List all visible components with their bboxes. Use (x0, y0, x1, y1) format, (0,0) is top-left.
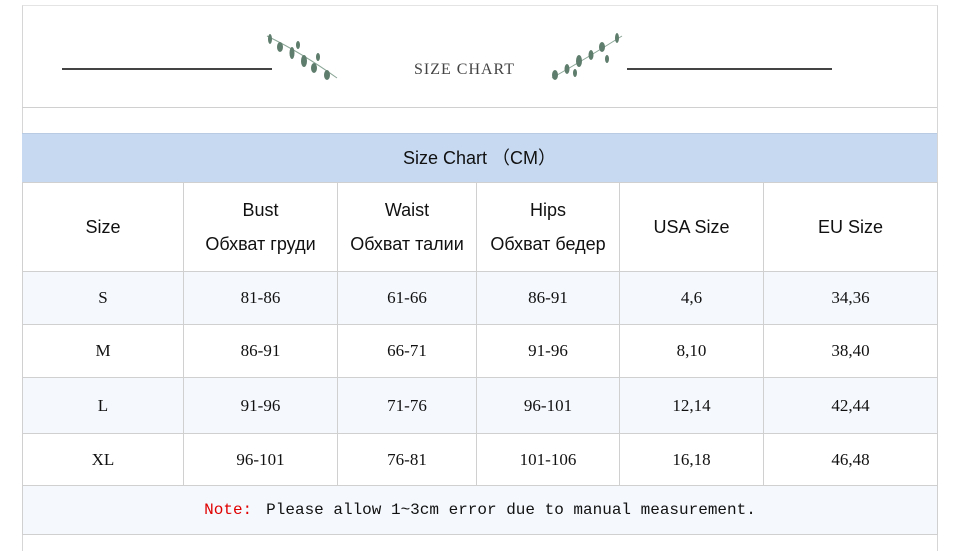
table-cell: 96-101 (476, 377, 620, 434)
table-cell: M (22, 324, 184, 378)
size-chart-title: Size Chart （CM） (22, 133, 937, 184)
table-row: M 86-91 66-71 91-96 8,10 38,40 (22, 324, 938, 378)
table-cell: 91-96 (183, 377, 338, 434)
divider-left (62, 68, 272, 70)
column-header: Waist Обхват талии (337, 182, 477, 272)
column-header: Size (22, 182, 184, 272)
table-cell: 81-86 (183, 271, 338, 325)
header-en: EU Size (817, 217, 884, 237)
table-cell: 42,44 (763, 377, 938, 434)
note-text: Please allow 1~3cm error due to manual m… (266, 501, 756, 519)
column-header: USA Size (619, 182, 764, 272)
table-cell: 66-71 (337, 324, 477, 378)
header-ru: Обхват бедер (490, 234, 606, 254)
header-en: Waist (384, 200, 430, 220)
table-row: XL 96-101 76-81 101-106 16,18 46,48 (22, 433, 938, 486)
table-cell: 34,36 (763, 271, 938, 325)
table-cell: 71-76 (337, 377, 477, 434)
chart-header: SIZE CHART (22, 5, 937, 108)
table-cell: 46,48 (763, 433, 938, 486)
column-header: Bust Обхват груди (183, 182, 338, 272)
note-label: Note: (204, 501, 253, 519)
table-cell: 86-91 (476, 271, 620, 325)
header-en: Hips (529, 200, 566, 220)
divider-right (627, 68, 832, 70)
header-en: Size (85, 217, 121, 237)
table-cell: 61-66 (337, 271, 477, 325)
table-cell: L (22, 377, 184, 434)
header-ru: Обхват груди (205, 234, 316, 254)
table-cell: 16,18 (619, 433, 764, 486)
table-row: S 81-86 61-66 86-91 4,6 34,36 (22, 271, 938, 325)
table-cell: 12,14 (619, 377, 764, 434)
table-cell: 96-101 (183, 433, 338, 486)
table-cell: 76-81 (337, 433, 477, 486)
table-cell: XL (22, 433, 184, 486)
column-header: Hips Обхват бедер (476, 182, 620, 272)
table-cell: 38,40 (763, 324, 938, 378)
column-header: EU Size (763, 182, 938, 272)
table-cell: S (22, 271, 184, 325)
table-row: L 91-96 71-76 96-101 12,14 42,44 (22, 377, 938, 434)
table-cell: 86-91 (183, 324, 338, 378)
header-ru: Обхват талии (350, 234, 464, 254)
note-cell: Note: Please allow 1~3cm error due to man… (22, 485, 938, 535)
table-cell: 91-96 (476, 324, 620, 378)
table-cell: 8,10 (619, 324, 764, 378)
header-en: Bust (242, 200, 279, 220)
leaf-branch-icon (551, 33, 623, 80)
note-row: Note: Please allow 1~3cm error due to man… (22, 485, 938, 535)
header-row: Size Bust Обхват груди Waist Обхват талии … (22, 182, 938, 272)
size-table: Size Bust Обхват груди Waist Обхват талии … (22, 182, 938, 535)
table-cell: 4,6 (619, 271, 764, 325)
table-body: S 81-86 61-66 86-91 4,6 34,36 M 86-91 66-71 91-96… (22, 271, 938, 486)
table-cell: 101-106 (476, 433, 620, 486)
leaf-branch-icon (266, 34, 338, 80)
header-title: SIZE CHART (414, 61, 516, 78)
header-en: USA Size (653, 217, 730, 237)
